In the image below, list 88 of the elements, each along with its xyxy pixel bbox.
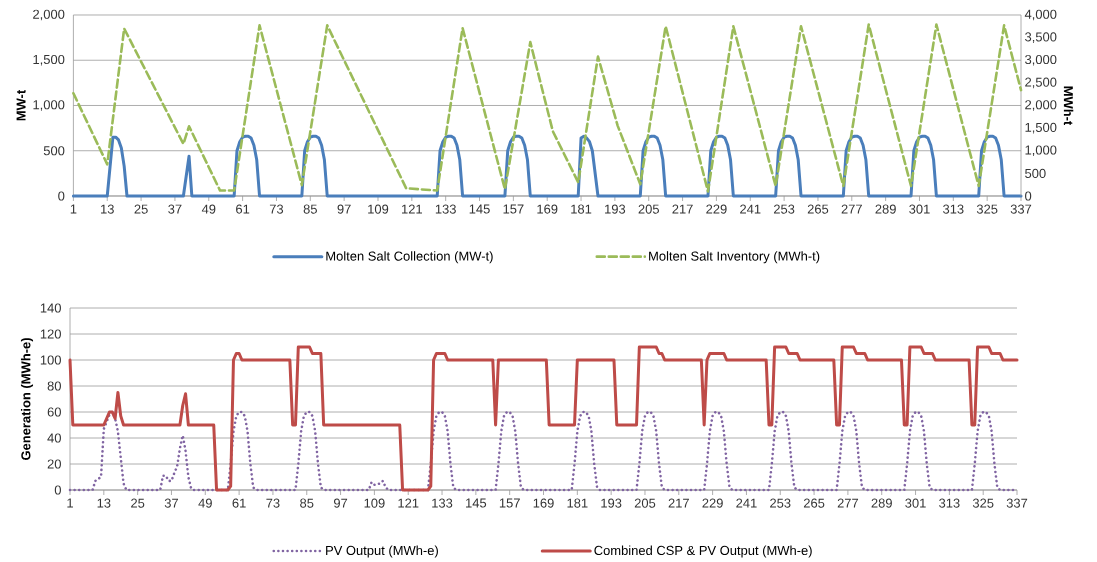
x-tick-label: 121: [398, 498, 419, 508]
y2-axis-title: MWh-t: [1063, 86, 1074, 126]
x-tick-label: 193: [601, 498, 622, 508]
x-tick-label: 241: [740, 204, 761, 214]
y-tick-label: 0: [58, 191, 65, 201]
x-tick-label: 13: [97, 498, 111, 508]
y-axis-title: MW-t: [16, 89, 26, 121]
line-series: [72, 23, 1023, 193]
y-tick-label: 120: [40, 329, 61, 339]
x-tick-label: 265: [803, 498, 825, 508]
x-tick-label: 109: [364, 498, 385, 508]
x-tick-label: 169: [537, 204, 558, 214]
x-tick-label: 289: [875, 204, 896, 214]
x-tick-label: 61: [232, 498, 246, 508]
x-tick-label: 205: [638, 204, 659, 214]
x-tick-label: 49: [201, 204, 216, 214]
y-tick-label: 20: [47, 459, 61, 469]
legend-label: Molten Salt Inventory (MWh-t): [649, 251, 820, 264]
y-tick-label: 40: [47, 433, 61, 443]
y-tick-label: 500: [43, 146, 65, 156]
x-tick-label: 277: [841, 204, 862, 214]
legend-label: PV Output (MWh-e): [326, 545, 438, 558]
x-tick-label: 337: [1006, 498, 1028, 508]
y2-tick-label: 2,500: [1025, 77, 1057, 89]
x-tick-label: 253: [770, 498, 791, 508]
x-tick-label: 313: [939, 498, 960, 508]
y2-tick-label: 1,500: [1025, 122, 1057, 134]
x-tick-label: 97: [337, 204, 351, 214]
y-tick-label: 80: [47, 381, 61, 391]
y-tick-label: 60: [47, 407, 61, 417]
x-tick-label: 301: [909, 204, 930, 214]
x-tick-label: 145: [469, 204, 490, 214]
y2-tick-label: 4,000: [1024, 9, 1057, 21]
x-tick-label: 73: [269, 204, 284, 214]
x-tick-label: 217: [668, 498, 689, 508]
x-tick-label: 1: [70, 204, 77, 214]
x-tick-label: 49: [198, 498, 212, 508]
x-tick-label: 157: [499, 498, 520, 508]
x-tick-label: 73: [266, 498, 280, 508]
y2-tick-label: 0: [1025, 191, 1032, 201]
x-tick-label: 325: [976, 204, 998, 214]
x-tick-label: 181: [567, 498, 588, 508]
y2-tick-label: 3,000: [1025, 54, 1057, 66]
x-tick-label: 13: [101, 204, 114, 214]
x-tick-label: 337: [1010, 204, 1032, 214]
y2-tick-label: 3,500: [1025, 32, 1057, 43]
x-tick-label: 37: [164, 498, 179, 508]
x-tick-label: 157: [503, 204, 524, 214]
x-tick-label: 241: [736, 498, 757, 508]
y-tick-label: 0: [54, 485, 61, 495]
x-tick-label: 289: [871, 498, 892, 508]
y2-tick-label: 1,000: [1025, 145, 1057, 157]
x-tick-label: 277: [837, 498, 859, 508]
y-tick-label: 2,000: [33, 9, 65, 21]
y2-tick-label: 500: [1025, 168, 1046, 178]
x-tick-label: 325: [972, 498, 994, 508]
y-tick-label: 1,000: [33, 100, 65, 111]
y2-tick-label: 2,000: [1025, 100, 1057, 111]
x-tick-label: 85: [303, 204, 317, 214]
x-tick-label: 145: [466, 498, 487, 508]
x-tick-label: 205: [634, 498, 656, 508]
x-tick-label: 265: [807, 204, 829, 214]
x-tick-label: 37: [168, 204, 182, 214]
x-tick-label: 133: [435, 204, 456, 214]
y-axis-title: Generation (MWh-e): [20, 338, 34, 460]
y-tick-label: 1,500: [33, 54, 65, 66]
y-tick-label: 140: [40, 303, 61, 313]
x-tick-label: 25: [131, 498, 145, 508]
x-tick-label: 253: [773, 204, 795, 214]
x-tick-label: 313: [943, 204, 964, 214]
x-tick-label: 301: [905, 498, 926, 508]
x-tick-label: 85: [300, 498, 314, 508]
x-tick-label: 181: [571, 204, 592, 214]
x-tick-label: 217: [672, 204, 693, 214]
x-tick-label: 169: [533, 498, 554, 508]
x-tick-label: 229: [706, 204, 727, 214]
legend-label: Molten Salt Collection (MW-t): [326, 251, 493, 264]
x-tick-label: 133: [432, 498, 453, 508]
x-tick-label: 97: [333, 498, 348, 508]
y-tick-label: 100: [40, 355, 61, 365]
x-tick-label: 121: [402, 204, 423, 214]
x-tick-label: 229: [702, 498, 723, 508]
legend-label: Combined CSP & PV Output (MWh-e): [594, 545, 812, 558]
x-tick-label: 25: [134, 204, 148, 214]
x-tick-label: 109: [368, 204, 389, 214]
x-tick-label: 61: [236, 204, 250, 214]
x-tick-label: 193: [605, 204, 626, 214]
x-tick-label: 1: [67, 498, 73, 508]
